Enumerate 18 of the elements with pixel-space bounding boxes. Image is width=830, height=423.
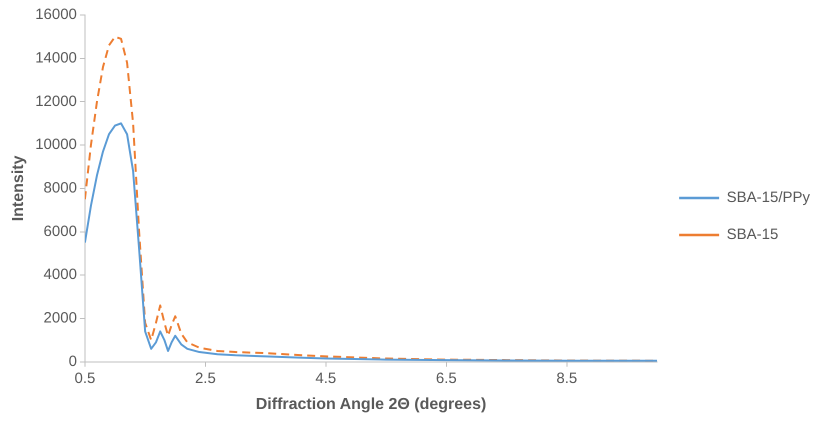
x-axis-title: Diffraction Angle 2Θ (degrees) bbox=[256, 396, 486, 413]
y-tick-label: 6000 bbox=[44, 222, 77, 240]
x-tick-label: 0.5 bbox=[74, 370, 96, 387]
y-tick-label: 4000 bbox=[44, 266, 77, 284]
x-tick-label: 4.5 bbox=[315, 370, 336, 387]
y-tick-label: 2000 bbox=[44, 310, 77, 327]
x-tick-label: 8.5 bbox=[556, 370, 578, 387]
y-tick-label: 16000 bbox=[35, 6, 77, 24]
x-tick-label: 6.5 bbox=[436, 370, 457, 387]
y-axis-title: Intensity bbox=[10, 155, 28, 222]
y-tick-label: 8000 bbox=[44, 180, 77, 197]
legend-label: SBA-15 bbox=[726, 226, 778, 244]
y-tick-label: 0 bbox=[68, 352, 77, 370]
y-tick-label: 12000 bbox=[35, 92, 77, 110]
y-tick-label: 14000 bbox=[35, 49, 77, 66]
y-tick-label: 10000 bbox=[35, 136, 77, 154]
x-tick-label: 2.5 bbox=[194, 370, 216, 387]
legend-label: SBA-15/PPy bbox=[726, 189, 810, 206]
